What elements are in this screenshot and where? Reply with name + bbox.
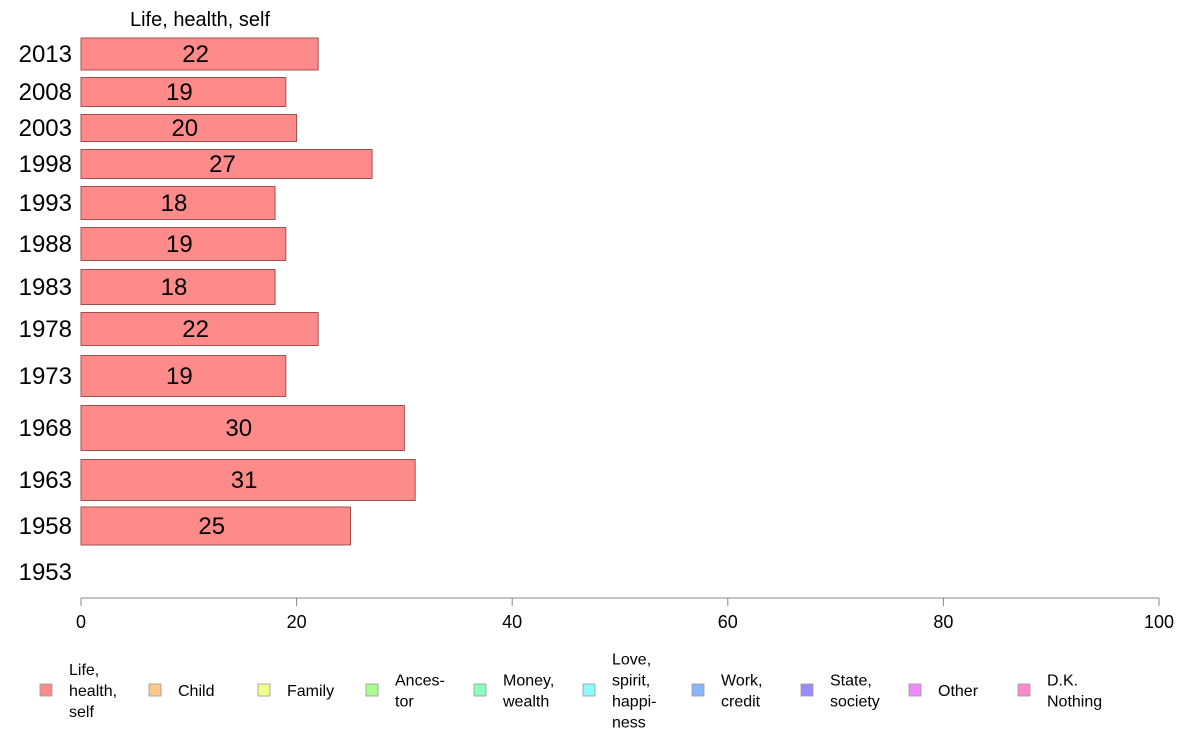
x-tick-label: 40 (502, 612, 522, 632)
bar (80, 149, 373, 179)
legend-swatch (148, 683, 162, 697)
legend-label: Nothing (1047, 694, 1102, 711)
legend-label: society (830, 694, 880, 711)
x-tick-label: 80 (933, 612, 953, 632)
y-tick-label: 1958 (19, 513, 72, 540)
x-axis: 0 20 40 60 80 100 (76, 597, 1174, 632)
legend-label: Family (287, 683, 334, 700)
y-tick-label: 2003 (19, 115, 72, 142)
y-tick-label: 1968 (19, 415, 72, 442)
legend: Life, health, self Child Family Ances-tor Mone… (39, 652, 1102, 732)
x-tick-label: 60 (718, 612, 738, 632)
bar-value-label: 25 (198, 513, 225, 540)
legend-label: tor (395, 694, 414, 711)
bar (80, 114, 298, 142)
bar (80, 269, 276, 305)
bar-value-label: 19 (166, 363, 193, 390)
legend-label: State, (830, 673, 872, 690)
legend-label: Work, (721, 673, 762, 690)
legend-label: wealth (502, 694, 549, 711)
y-tick-label: 1983 (19, 274, 72, 301)
legend-label: self (69, 704, 94, 721)
legend-swatch (365, 683, 379, 697)
legend-label: spirit, (612, 673, 650, 690)
y-tick-label: 1998 (19, 151, 72, 178)
y-tick-label: 1963 (19, 467, 72, 494)
y-tick-label: 1988 (19, 231, 72, 258)
legend-swatch (257, 683, 271, 697)
y-axis-ticks: 2013 2008 2003 1998 1993 1988 1983 1978 1973 1968… (19, 41, 72, 586)
bar (80, 355, 287, 397)
y-tick-label: 1993 (19, 190, 72, 217)
x-tick-label: 20 (287, 612, 307, 632)
bar (80, 77, 287, 107)
legend-label: credit (721, 694, 761, 711)
bar (80, 227, 287, 261)
legend-label: health, (69, 683, 117, 700)
bar-value-label: 30 (225, 415, 252, 442)
bar-value-label: 27 (209, 151, 236, 178)
bar (80, 459, 416, 501)
legend-swatch (1017, 683, 1031, 697)
legend-swatch (582, 683, 596, 697)
legend-label: D.K. (1047, 673, 1078, 690)
chart-title: Life, health, self (130, 9, 271, 31)
y-tick-label: 1953 (19, 559, 72, 586)
legend-label: Money, (503, 673, 554, 690)
y-tick-label: 2013 (19, 41, 72, 68)
legend-swatch (39, 683, 53, 697)
legend-swatch (691, 683, 705, 697)
bar-value-label: 22 (182, 41, 209, 68)
legend-label: Ances- (395, 673, 445, 690)
x-tick-label: 0 (76, 612, 86, 632)
bar-value-label: 19 (166, 79, 193, 106)
legend-swatch (908, 683, 922, 697)
legend-label: Child (178, 683, 214, 700)
bar (80, 405, 405, 451)
bar-value-label: 31 (231, 467, 258, 494)
bar-value-label: 18 (161, 274, 188, 301)
legend-swatch (473, 683, 487, 697)
legend-label: Life, (69, 662, 99, 679)
bar-value-label: 20 (171, 115, 198, 142)
bar (80, 186, 276, 220)
bar-value-label: 22 (182, 316, 209, 343)
bar (80, 312, 319, 346)
bar-value-label: 19 (166, 231, 193, 258)
legend-label: Other (938, 683, 979, 700)
x-tick-label: 100 (1144, 612, 1174, 632)
bar (80, 37, 319, 71)
legend-label: Love, (612, 652, 651, 669)
legend-label: happi- (612, 694, 656, 711)
y-tick-label: 1978 (19, 316, 72, 343)
legend-swatch (800, 683, 814, 697)
legend-label: ness (612, 715, 646, 732)
y-tick-label: 2008 (19, 79, 72, 106)
bar (80, 506, 351, 546)
y-tick-label: 1973 (19, 363, 72, 390)
bar-value-label: 18 (161, 190, 188, 217)
